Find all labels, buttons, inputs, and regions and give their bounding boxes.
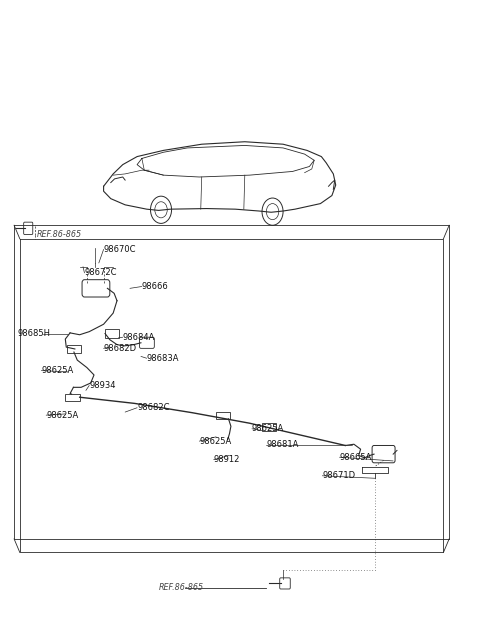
Text: 98665A: 98665A xyxy=(339,453,372,462)
FancyBboxPatch shape xyxy=(216,412,230,420)
FancyBboxPatch shape xyxy=(140,337,155,348)
FancyBboxPatch shape xyxy=(280,578,290,589)
Text: 98683A: 98683A xyxy=(147,354,179,363)
FancyBboxPatch shape xyxy=(65,394,80,401)
Text: 98625A: 98625A xyxy=(199,436,231,446)
Text: 98684A: 98684A xyxy=(123,333,155,342)
Text: REF.86-865: REF.86-865 xyxy=(158,583,204,591)
FancyBboxPatch shape xyxy=(24,222,33,234)
Text: 98672C: 98672C xyxy=(84,268,117,277)
Text: REF.86-865: REF.86-865 xyxy=(36,230,82,239)
Text: 98625A: 98625A xyxy=(46,410,78,420)
Text: 98682C: 98682C xyxy=(137,403,169,412)
Text: 98625A: 98625A xyxy=(41,366,73,375)
Text: 98912: 98912 xyxy=(214,455,240,464)
FancyBboxPatch shape xyxy=(105,329,119,338)
Text: 98666: 98666 xyxy=(142,282,168,291)
Text: 98682D: 98682D xyxy=(104,344,137,353)
Text: 98670C: 98670C xyxy=(104,245,136,254)
FancyBboxPatch shape xyxy=(262,423,276,431)
Text: 98934: 98934 xyxy=(89,381,116,390)
Text: 98671D: 98671D xyxy=(323,471,356,480)
FancyBboxPatch shape xyxy=(67,345,81,353)
FancyBboxPatch shape xyxy=(372,446,395,463)
Text: 98685H: 98685H xyxy=(17,329,50,338)
FancyBboxPatch shape xyxy=(82,280,110,297)
Text: 98625A: 98625A xyxy=(252,424,284,433)
Text: 98681A: 98681A xyxy=(266,440,299,450)
